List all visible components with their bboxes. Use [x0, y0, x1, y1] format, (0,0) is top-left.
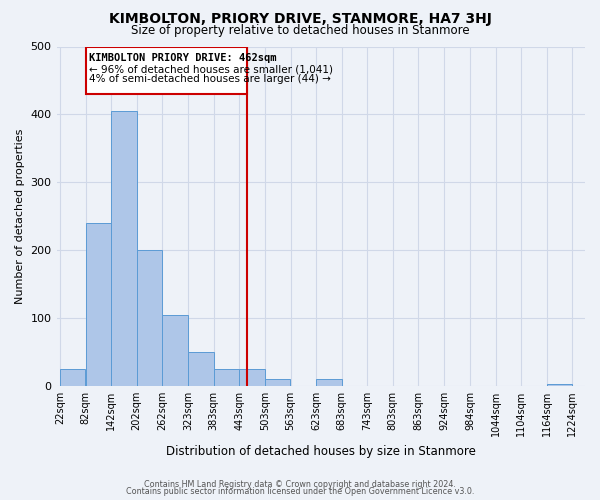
Bar	[239, 369, 265, 386]
Bar	[111, 111, 137, 386]
Text: Contains public sector information licensed under the Open Government Licence v3: Contains public sector information licen…	[126, 488, 474, 496]
Bar	[316, 379, 341, 386]
Text: 4% of semi-detached houses are larger (44) →: 4% of semi-detached houses are larger (4…	[89, 74, 331, 84]
Text: KIMBOLTON, PRIORY DRIVE, STANMORE, HA7 3HJ: KIMBOLTON, PRIORY DRIVE, STANMORE, HA7 3…	[109, 12, 491, 26]
Text: ← 96% of detached houses are smaller (1,041): ← 96% of detached houses are smaller (1,…	[89, 64, 333, 74]
Bar	[265, 379, 290, 386]
FancyBboxPatch shape	[86, 46, 247, 94]
Bar	[547, 384, 572, 386]
Bar	[214, 369, 239, 386]
Text: KIMBOLTON PRIORY DRIVE: 462sqm: KIMBOLTON PRIORY DRIVE: 462sqm	[89, 54, 277, 64]
Bar	[163, 314, 188, 386]
Bar	[188, 352, 214, 386]
Bar	[60, 369, 85, 386]
Bar	[137, 250, 162, 386]
Bar	[86, 223, 111, 386]
X-axis label: Distribution of detached houses by size in Stanmore: Distribution of detached houses by size …	[166, 444, 476, 458]
Text: Size of property relative to detached houses in Stanmore: Size of property relative to detached ho…	[131, 24, 469, 37]
Text: Contains HM Land Registry data © Crown copyright and database right 2024.: Contains HM Land Registry data © Crown c…	[144, 480, 456, 489]
Y-axis label: Number of detached properties: Number of detached properties	[15, 128, 25, 304]
